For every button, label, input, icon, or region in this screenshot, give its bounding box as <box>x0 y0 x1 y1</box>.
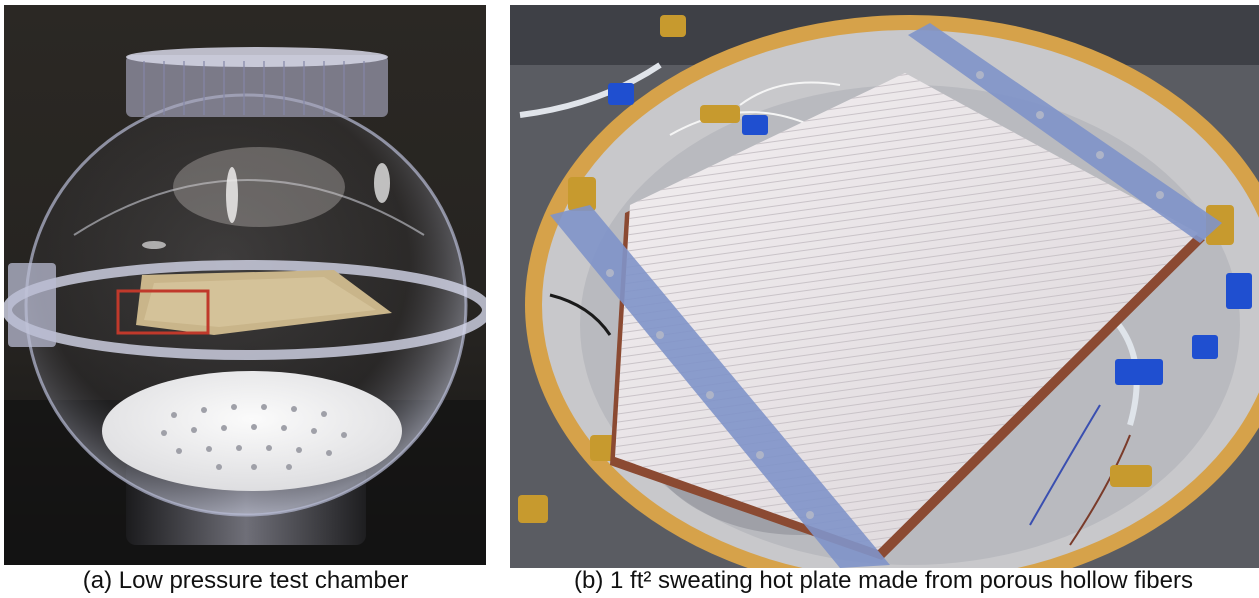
caption-panel-b: (b) 1 ft² sweating hot plate made from p… <box>574 567 1193 594</box>
mounting-clamps <box>550 23 1222 568</box>
chamber-flange <box>4 260 486 360</box>
caption-panel-a: (a) Low pressure test chamber <box>82 567 409 594</box>
photo-low-pressure-chamber <box>4 5 486 565</box>
chamber-lid-collar <box>126 47 388 117</box>
perforated-platform <box>102 371 402 491</box>
highlight-box <box>116 289 210 335</box>
photo-sweating-hot-plate <box>510 5 1259 568</box>
fiber-sample <box>116 270 392 335</box>
blue-connectors <box>608 83 1252 385</box>
